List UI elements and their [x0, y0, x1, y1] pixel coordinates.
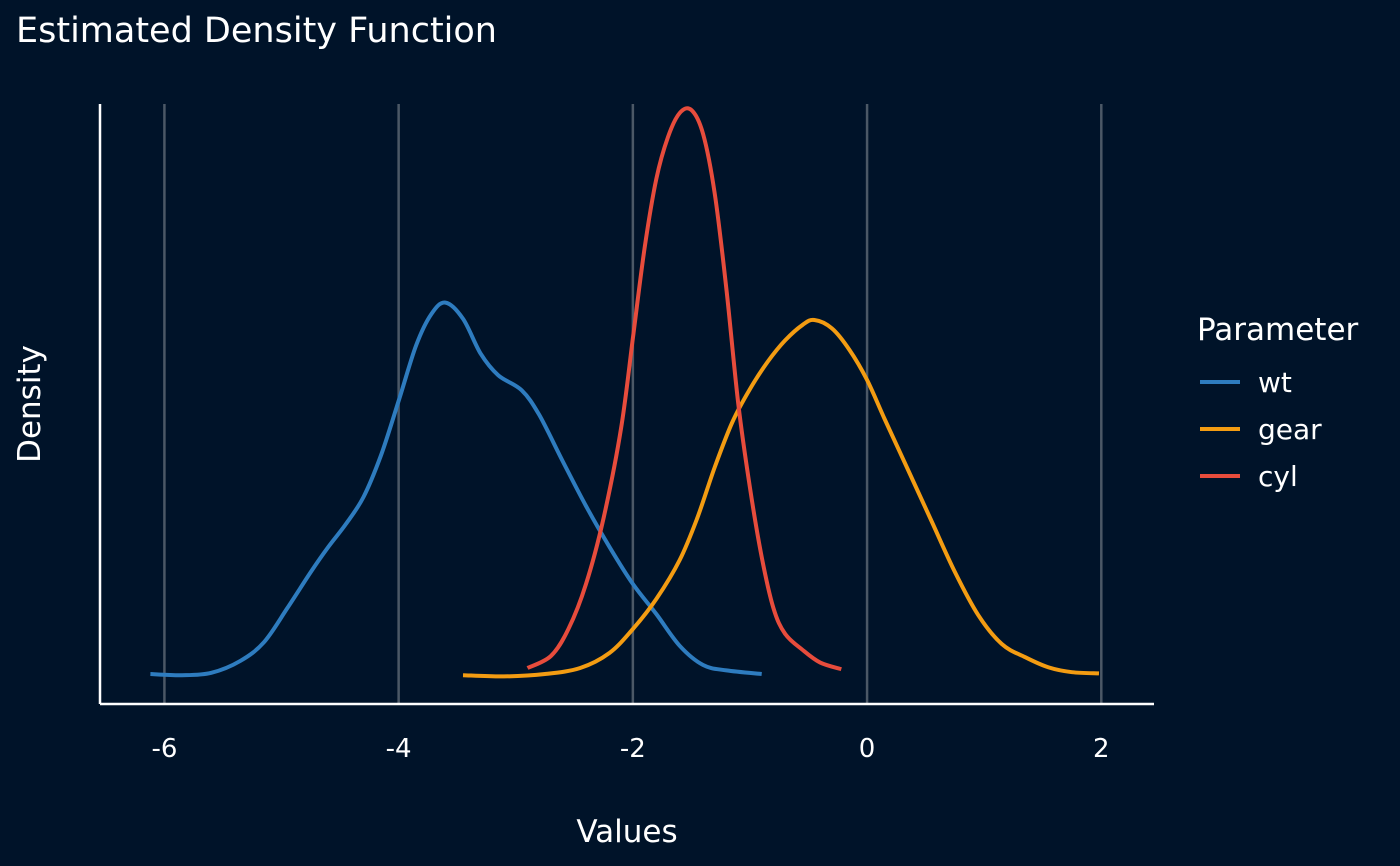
- y-axis-title: Density: [12, 345, 48, 463]
- legend-label-cyl: cyl: [1258, 460, 1298, 493]
- series-line-wt: [150, 300, 762, 678]
- legend-label-wt: wt: [1258, 366, 1292, 399]
- grid: [163, 104, 1103, 704]
- chart-title: Estimated Density Function: [16, 11, 497, 51]
- x-tick-label: 0: [859, 734, 876, 764]
- x-tick-label: -4: [386, 734, 412, 764]
- series-group: [150, 106, 1100, 679]
- legend: Parameter wt gear cyl: [1197, 312, 1359, 493]
- x-tick-label: -6: [151, 734, 177, 764]
- series-line-cyl: [526, 106, 842, 672]
- x-axis-title: Values: [576, 814, 677, 850]
- legend-label-gear: gear: [1258, 413, 1322, 446]
- series-line-gear: [462, 317, 1100, 679]
- x-tick-label: 2: [1093, 734, 1110, 764]
- x-tick-label: -2: [620, 734, 646, 764]
- legend-title: Parameter: [1197, 312, 1359, 348]
- x-tick-labels: -6 -4 -2 0 2: [151, 734, 1109, 764]
- axes: [98, 104, 1154, 706]
